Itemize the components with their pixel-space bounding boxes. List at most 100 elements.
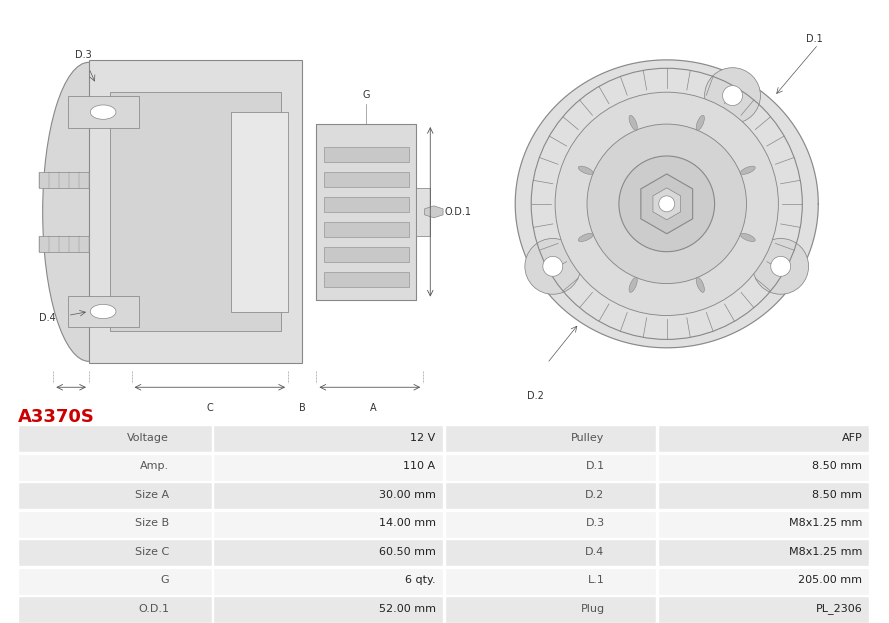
Text: 30.00 mm: 30.00 mm bbox=[379, 490, 436, 500]
Ellipse shape bbox=[43, 62, 135, 361]
Text: A: A bbox=[370, 403, 377, 413]
Ellipse shape bbox=[578, 166, 593, 174]
Text: Size B: Size B bbox=[135, 518, 169, 528]
FancyBboxPatch shape bbox=[658, 511, 869, 538]
Circle shape bbox=[91, 105, 116, 120]
Text: D.3: D.3 bbox=[75, 50, 92, 60]
Ellipse shape bbox=[578, 233, 593, 242]
Text: D.3: D.3 bbox=[585, 518, 605, 528]
Circle shape bbox=[587, 124, 747, 283]
FancyBboxPatch shape bbox=[39, 172, 89, 188]
FancyBboxPatch shape bbox=[444, 482, 656, 509]
Circle shape bbox=[543, 257, 563, 277]
Text: G: G bbox=[160, 575, 169, 585]
Text: A3370S: A3370S bbox=[18, 408, 94, 426]
Text: L.1: L.1 bbox=[588, 575, 605, 585]
FancyBboxPatch shape bbox=[213, 568, 443, 594]
Text: G: G bbox=[363, 90, 370, 100]
FancyBboxPatch shape bbox=[18, 482, 212, 509]
Circle shape bbox=[705, 68, 760, 123]
FancyBboxPatch shape bbox=[444, 511, 656, 538]
FancyBboxPatch shape bbox=[213, 482, 443, 509]
Polygon shape bbox=[516, 60, 818, 348]
FancyBboxPatch shape bbox=[316, 124, 416, 300]
FancyBboxPatch shape bbox=[444, 454, 656, 480]
FancyBboxPatch shape bbox=[658, 539, 869, 566]
Text: Size C: Size C bbox=[134, 547, 169, 557]
Text: D.1: D.1 bbox=[806, 34, 823, 44]
Text: 60.50 mm: 60.50 mm bbox=[379, 547, 436, 557]
FancyBboxPatch shape bbox=[110, 92, 281, 331]
FancyBboxPatch shape bbox=[18, 568, 212, 594]
FancyBboxPatch shape bbox=[18, 426, 212, 452]
FancyBboxPatch shape bbox=[324, 146, 409, 162]
Text: 52.00 mm: 52.00 mm bbox=[379, 604, 436, 614]
Text: PL_2306: PL_2306 bbox=[815, 603, 862, 614]
Text: O.D.1: O.D.1 bbox=[138, 604, 169, 614]
FancyBboxPatch shape bbox=[213, 454, 443, 480]
FancyBboxPatch shape bbox=[18, 511, 212, 538]
FancyBboxPatch shape bbox=[231, 112, 288, 312]
Text: Size A: Size A bbox=[135, 490, 169, 500]
FancyBboxPatch shape bbox=[324, 272, 409, 287]
FancyBboxPatch shape bbox=[324, 247, 409, 262]
FancyBboxPatch shape bbox=[324, 222, 409, 237]
Circle shape bbox=[659, 196, 675, 212]
Text: Plug: Plug bbox=[581, 604, 605, 614]
Text: C: C bbox=[206, 403, 213, 413]
Text: L.1: L.1 bbox=[231, 431, 245, 441]
FancyBboxPatch shape bbox=[444, 539, 656, 566]
FancyBboxPatch shape bbox=[324, 197, 409, 212]
FancyBboxPatch shape bbox=[444, 568, 656, 594]
Text: M8x1.25 mm: M8x1.25 mm bbox=[789, 518, 862, 528]
FancyBboxPatch shape bbox=[213, 511, 443, 538]
Ellipse shape bbox=[696, 277, 704, 292]
FancyBboxPatch shape bbox=[658, 426, 869, 452]
Text: 8.50 mm: 8.50 mm bbox=[813, 462, 862, 472]
Circle shape bbox=[555, 92, 779, 315]
Text: 110 A: 110 A bbox=[404, 462, 436, 472]
Circle shape bbox=[771, 257, 790, 277]
Ellipse shape bbox=[629, 277, 637, 292]
FancyBboxPatch shape bbox=[658, 454, 869, 480]
Circle shape bbox=[723, 85, 742, 105]
Text: D.4: D.4 bbox=[39, 313, 56, 323]
Ellipse shape bbox=[696, 115, 704, 130]
Text: D.4: D.4 bbox=[585, 547, 605, 557]
FancyBboxPatch shape bbox=[444, 596, 656, 623]
Circle shape bbox=[753, 239, 809, 294]
FancyBboxPatch shape bbox=[89, 60, 302, 363]
FancyBboxPatch shape bbox=[18, 596, 212, 623]
Ellipse shape bbox=[629, 115, 637, 130]
Text: Pulley: Pulley bbox=[571, 433, 605, 443]
Circle shape bbox=[91, 304, 116, 319]
Text: Voltage: Voltage bbox=[127, 433, 169, 443]
FancyBboxPatch shape bbox=[68, 96, 139, 128]
Circle shape bbox=[619, 156, 715, 252]
FancyBboxPatch shape bbox=[213, 596, 443, 623]
Text: 6 qty.: 6 qty. bbox=[405, 575, 436, 585]
FancyBboxPatch shape bbox=[213, 539, 443, 566]
Circle shape bbox=[525, 239, 581, 294]
FancyBboxPatch shape bbox=[416, 188, 430, 235]
FancyBboxPatch shape bbox=[39, 235, 89, 252]
FancyBboxPatch shape bbox=[213, 426, 443, 452]
FancyBboxPatch shape bbox=[324, 172, 409, 187]
Text: 8.50 mm: 8.50 mm bbox=[813, 490, 862, 500]
Text: 12 V: 12 V bbox=[411, 433, 436, 443]
Text: AFP: AFP bbox=[842, 433, 862, 443]
Text: Amp.: Amp. bbox=[140, 462, 169, 472]
Text: M8x1.25 mm: M8x1.25 mm bbox=[789, 547, 862, 557]
FancyBboxPatch shape bbox=[658, 596, 869, 623]
FancyBboxPatch shape bbox=[658, 568, 869, 594]
Text: D.1: D.1 bbox=[585, 462, 605, 472]
Text: D.2: D.2 bbox=[527, 391, 544, 401]
FancyBboxPatch shape bbox=[18, 539, 212, 566]
Ellipse shape bbox=[741, 233, 756, 242]
Text: 205.00 mm: 205.00 mm bbox=[798, 575, 862, 585]
FancyBboxPatch shape bbox=[658, 482, 869, 509]
Text: 14.00 mm: 14.00 mm bbox=[379, 518, 436, 528]
FancyBboxPatch shape bbox=[68, 295, 139, 328]
Ellipse shape bbox=[741, 166, 756, 174]
FancyBboxPatch shape bbox=[18, 454, 212, 480]
